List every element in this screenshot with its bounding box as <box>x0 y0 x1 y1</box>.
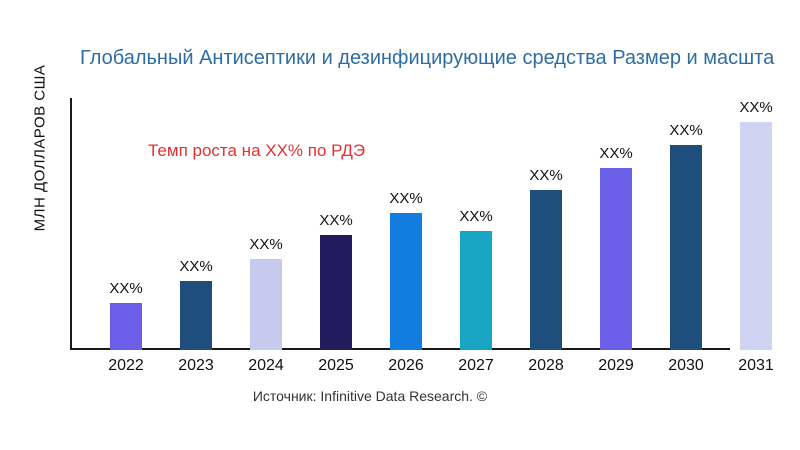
bar-2026 <box>390 213 422 350</box>
x-tick-label-2030: 2030 <box>668 357 704 374</box>
bar-value-label-2029: XX% <box>599 145 633 162</box>
bar-2023 <box>180 281 212 350</box>
x-tick-label-2023: 2023 <box>178 357 214 374</box>
bar-2022 <box>110 303 142 350</box>
y-axis-label: МЛН ДОЛЛАРОВ США <box>31 64 49 232</box>
bar-value-label-2027: XX% <box>459 208 493 225</box>
bar-2029 <box>600 168 632 350</box>
bar-value-label-2031: XX% <box>739 99 773 116</box>
bar-2030 <box>670 145 702 350</box>
bar-value-label-2028: XX% <box>529 167 563 184</box>
bar-2027 <box>460 231 492 350</box>
y-axis-line <box>70 98 72 350</box>
bar-value-label-2022: XX% <box>109 280 143 297</box>
source-attribution: Источник: Infinitive Data Research. © <box>252 388 488 404</box>
x-tick-label-2031: 2031 <box>738 357 774 374</box>
bar-value-label-2024: XX% <box>249 236 283 253</box>
x-tick-label-2024: 2024 <box>248 357 284 374</box>
x-tick-label-2027: 2027 <box>458 357 494 374</box>
x-tick-label-2025: 2025 <box>318 357 354 374</box>
plot-area: XX% 2022 XX% 2023 XX% 2024 XX% 2025 XX% 2026 XX% 20… <box>70 98 792 374</box>
growth-rate-annotation: Темп роста на XX% по РДЭ <box>148 141 366 160</box>
bar-value-label-2023: XX% <box>179 258 213 275</box>
bar-value-label-2026: XX% <box>389 190 423 207</box>
bar-2024 <box>250 259 282 350</box>
x-tick-label-2022: 2022 <box>108 357 144 374</box>
x-tick-label-2029: 2029 <box>598 357 634 374</box>
bar-value-label-2025: XX% <box>319 212 353 229</box>
bar-2028 <box>530 190 562 350</box>
x-tick-label-2026: 2026 <box>388 357 424 374</box>
bar-2025 <box>320 235 352 350</box>
bar-2031 <box>740 122 772 350</box>
x-tick-label-2028: 2028 <box>528 357 564 374</box>
bar-value-label-2030: XX% <box>669 122 703 139</box>
chart-title: Глобальный Антисептики и дезинфицирующие… <box>80 47 775 69</box>
